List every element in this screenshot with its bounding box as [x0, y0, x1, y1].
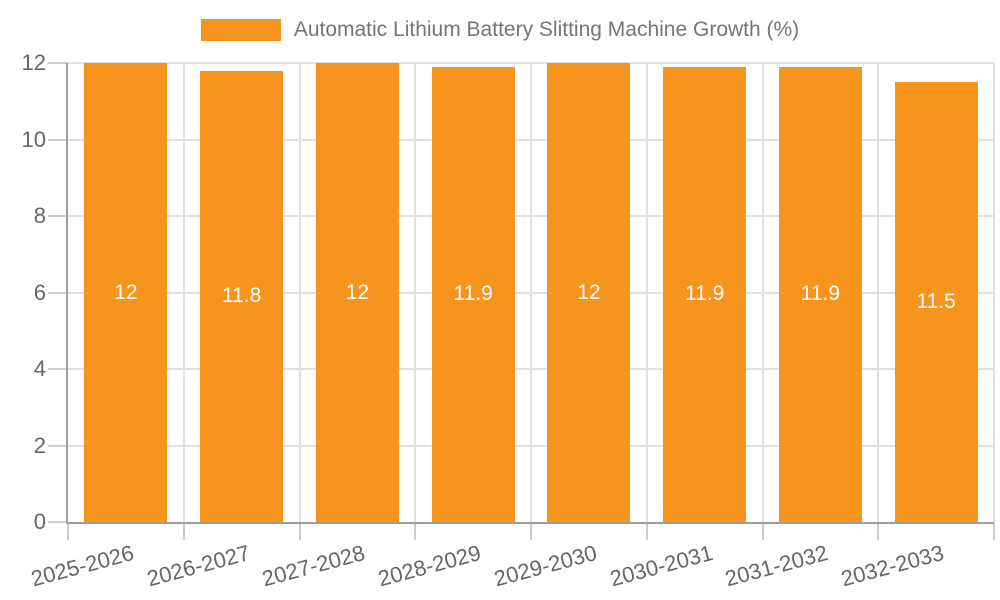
- legend-label: Automatic Lithium Battery Slitting Machi…: [293, 18, 800, 41]
- grid-line-vertical: [645, 63, 648, 522]
- grid-line-vertical: [877, 63, 880, 522]
- x-axis-tick: [182, 522, 185, 540]
- y-axis-tick: [48, 291, 68, 294]
- legend: Automatic Lithium Battery Slitting Machi…: [0, 12, 1000, 48]
- bar: 11.5: [894, 82, 978, 522]
- y-axis-tick: [48, 368, 68, 370]
- x-axis-tick: [67, 522, 69, 540]
- bar-value-label: 11.9: [800, 282, 841, 306]
- bar: 12: [315, 63, 399, 522]
- y-tick-label: 0: [33, 509, 46, 534]
- y-axis-tick: [48, 444, 68, 447]
- x-axis-tick: [877, 522, 880, 540]
- y-tick-label: 10: [21, 126, 46, 152]
- y-tick-label: 12: [21, 50, 46, 75]
- bar: 11.9: [778, 66, 862, 522]
- y-tick-label: 2: [33, 432, 46, 458]
- grid-line-vertical: [182, 63, 185, 522]
- x-axis-tick: [414, 522, 417, 540]
- x-axis-tick: [993, 522, 995, 540]
- y-tick-label: 6: [33, 279, 46, 305]
- y-tick-label: 8: [33, 203, 46, 228]
- x-axis-line: [68, 522, 994, 524]
- grid-line-vertical: [761, 63, 764, 522]
- bar: 12: [84, 63, 168, 522]
- bar: 11.9: [431, 66, 515, 522]
- y-tick-label: 4: [33, 356, 46, 381]
- y-axis-tick: [48, 215, 68, 217]
- bar-value-label: 11.9: [684, 282, 725, 306]
- bar-value-label: 11.5: [916, 290, 956, 314]
- x-axis-tick: [298, 522, 301, 540]
- y-axis-tick: [48, 138, 68, 141]
- legend-swatch: [200, 19, 281, 41]
- grid-line-vertical: [530, 63, 532, 522]
- grid-line-vertical: [298, 63, 301, 522]
- bar: 12: [547, 63, 631, 522]
- x-axis-tick: [645, 522, 648, 540]
- bar-value-label: 12: [345, 280, 370, 304]
- grid-line-vertical: [414, 63, 417, 522]
- bar-value-label: 12: [114, 280, 138, 304]
- x-axis-tick: [761, 522, 764, 540]
- bar: 11.9: [663, 66, 747, 522]
- y-axis-tick: [48, 62, 68, 64]
- bar-value-label: 11.9: [453, 282, 493, 306]
- grid-line-vertical: [993, 63, 995, 522]
- y-axis-line: [66, 63, 68, 524]
- x-axis-tick: [530, 522, 532, 540]
- bar-value-label: 11.8: [221, 284, 262, 308]
- y-axis-tick: [48, 521, 68, 523]
- bar-value-label: 12: [577, 280, 601, 304]
- bar: 11.8: [200, 70, 284, 522]
